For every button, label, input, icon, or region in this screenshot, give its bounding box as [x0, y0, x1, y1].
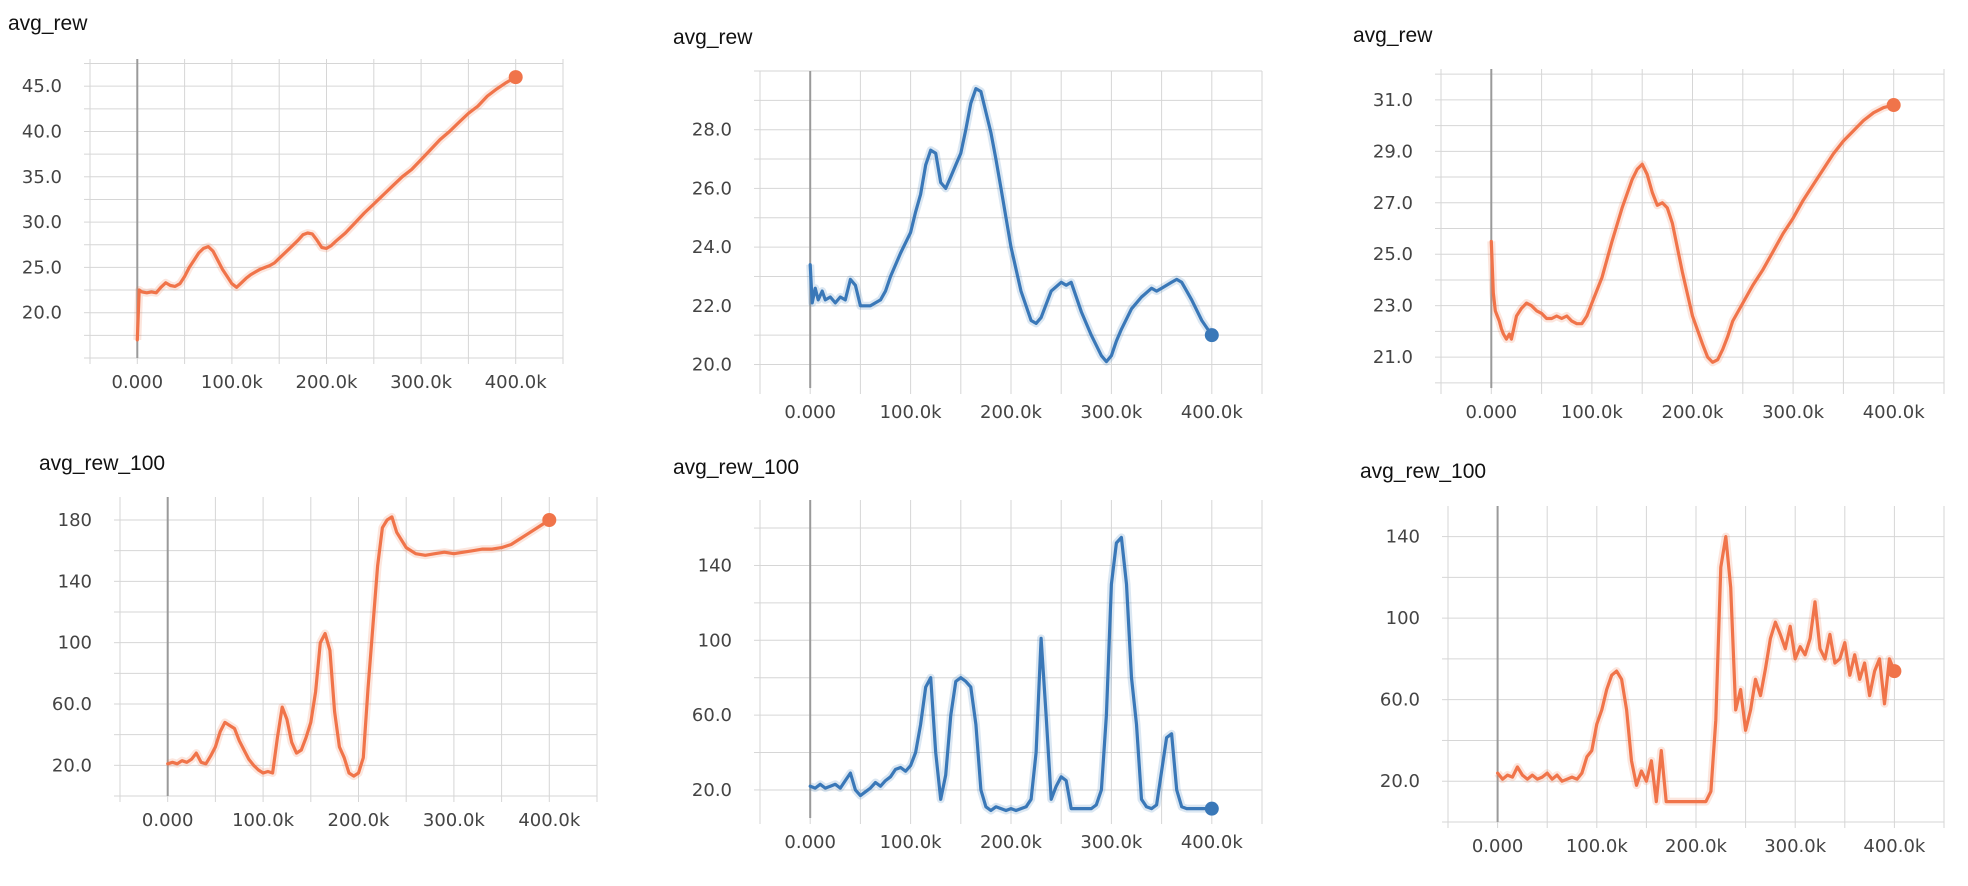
x-tick-label: 300.0k: [1762, 402, 1825, 423]
x-tick-label: 0.000: [1472, 836, 1524, 857]
chart-title: avg_rew_100: [673, 456, 800, 479]
x-tick-label: 400.0k: [1181, 402, 1244, 423]
x-tick-label: 100.0k: [201, 372, 264, 393]
chart-panel-3: avg_rew 21.0 23.0 25.0 27.0 29.0 31.0 0.000 100…: [0, 0, 1945, 423]
x-tick-label: 100.0k: [1561, 402, 1624, 423]
x-tick-label: 100.0k: [880, 832, 943, 853]
series-line: [1489, 103, 1896, 364]
x-tick-label: 100.0k: [1566, 836, 1629, 857]
y-tick-label: 22.0: [692, 296, 732, 317]
y-tick-label: 21.0: [1373, 347, 1413, 368]
y-tick-label: 20.0: [1380, 771, 1420, 792]
series-end-point: [1204, 801, 1219, 816]
x-tick-label: 300.0k: [1080, 402, 1143, 423]
chart-title: avg_rew: [8, 12, 88, 35]
x-tick-label: 0.000: [142, 810, 194, 831]
y-tick-label: 25.0: [1373, 244, 1413, 265]
y-tick-label: 40.0: [22, 121, 62, 142]
x-tick-label: 200.0k: [328, 810, 391, 831]
x-tick-label: 400.0k: [518, 810, 581, 831]
y-tick-label: 140: [58, 571, 92, 592]
chart-title: avg_rew: [673, 26, 753, 49]
y-tick-label: 140: [698, 555, 732, 576]
x-tick-label: 300.0k: [1764, 836, 1827, 857]
y-tick-label: 20.0: [692, 780, 732, 801]
x-tick-label: 0.000: [784, 832, 836, 853]
y-tick-label: 30.0: [22, 212, 62, 233]
chart-title: avg_rew_100: [1360, 460, 1487, 483]
series-line: [808, 535, 1214, 813]
y-tick-label: 25.0: [22, 257, 62, 278]
x-tick-label: 300.0k: [390, 372, 453, 393]
x-tick-label: 200.0k: [980, 402, 1043, 423]
y-tick-label: 20.0: [52, 755, 92, 776]
x-tick-label: 100.0k: [232, 810, 295, 831]
y-tick-label: 100: [698, 630, 732, 651]
chart-title: avg_rew_100: [39, 452, 166, 475]
y-tick-label: 23.0: [1373, 296, 1413, 317]
y-tick-label: 20.0: [692, 355, 732, 376]
x-tick-label: 400.0k: [1181, 832, 1244, 853]
x-tick-label: 300.0k: [1080, 832, 1143, 853]
chart-panel-5: avg_rew_100 20.0 60.0 100 140 0.000 100.0k 200…: [0, 0, 1263, 853]
series-end-point: [1204, 328, 1219, 343]
series-line: [166, 515, 551, 778]
x-tick-label: 200.0k: [980, 832, 1043, 853]
series-end-point: [508, 70, 523, 85]
y-tick-label: 100: [1386, 608, 1420, 629]
y-tick-label: 35.0: [22, 167, 62, 188]
series-end-point: [1886, 98, 1901, 113]
chart-panel-4: avg_rew_100 20.0 60.0 100 140 180 0.000 100.0k…: [0, 0, 598, 831]
y-tick-label: 20.0: [22, 303, 62, 324]
x-tick-label: 0.000: [784, 402, 836, 423]
x-tick-label: 200.0k: [296, 372, 359, 393]
y-tick-label: 29.0: [1373, 141, 1413, 162]
y-tick-label: 28.0: [692, 120, 732, 141]
chart-title: avg_rew: [1353, 24, 1433, 47]
y-tick-label: 100: [58, 633, 92, 654]
x-tick-label: 100.0k: [880, 402, 943, 423]
chart-panel-6: avg_rew_100 20.0 60.0 100 140 0.000 100.0k 200…: [0, 0, 1945, 857]
y-tick-label: 60.0: [1380, 690, 1420, 711]
series-end-point: [542, 513, 557, 527]
y-tick-label: 180: [58, 510, 92, 531]
x-tick-label: 400.0k: [485, 372, 548, 393]
series-line: [1495, 534, 1897, 804]
y-tick-label: 27.0: [1373, 193, 1413, 214]
x-tick-label: 200.0k: [1665, 836, 1728, 857]
y-tick-label: 140: [1386, 527, 1420, 548]
chart-panel-1: avg_rew 20.0 25.0 30.0 35.0 40.0 45.0 0.000 100…: [0, 0, 564, 400]
x-tick-label: 400.0k: [1863, 402, 1926, 423]
x-tick-label: 0.000: [1466, 402, 1518, 423]
y-tick-label: 60.0: [52, 694, 92, 715]
y-tick-label: 26.0: [692, 178, 732, 199]
series-line: [808, 86, 1214, 364]
x-tick-label: 400.0k: [1863, 836, 1926, 857]
x-tick-label: 0.000: [112, 372, 164, 393]
y-tick-label: 24.0: [692, 237, 732, 258]
y-tick-label: 45.0: [22, 76, 62, 97]
series-end-point: [1887, 664, 1902, 679]
y-tick-label: 60.0: [692, 705, 732, 726]
x-tick-label: 300.0k: [423, 810, 486, 831]
series-line: [135, 75, 518, 342]
x-tick-label: 200.0k: [1662, 402, 1725, 423]
y-tick-label: 31.0: [1373, 90, 1413, 111]
chart-panel-2: avg_rew 20.0 22.0 24.0 26.0 28.0 0.000 100.0k 2…: [0, 0, 1263, 423]
